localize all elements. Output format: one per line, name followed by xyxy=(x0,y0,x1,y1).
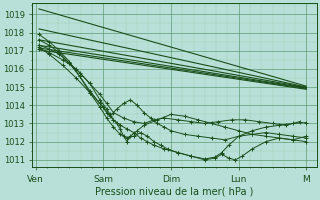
X-axis label: Pression niveau de la mer( hPa ): Pression niveau de la mer( hPa ) xyxy=(95,187,253,197)
